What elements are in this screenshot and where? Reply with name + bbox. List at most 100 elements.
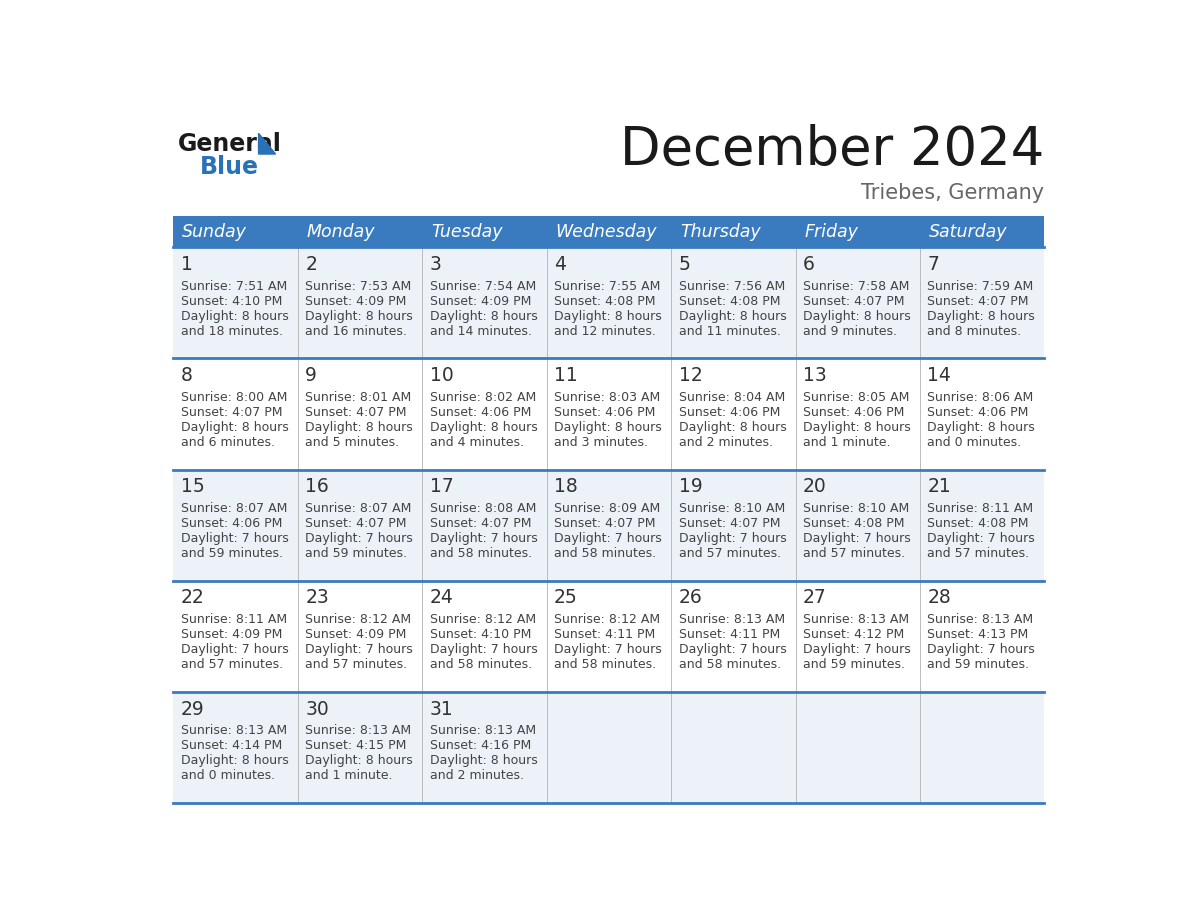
Text: Sunrise: 8:03 AM: Sunrise: 8:03 AM [554, 391, 661, 404]
Text: Daylight: 8 hours: Daylight: 8 hours [305, 309, 413, 322]
Text: 13: 13 [803, 366, 827, 386]
Text: Sunset: 4:10 PM: Sunset: 4:10 PM [430, 628, 531, 641]
Text: and 58 minutes.: and 58 minutes. [554, 547, 656, 560]
Text: Monday: Monday [307, 223, 375, 241]
Text: and 58 minutes.: and 58 minutes. [430, 547, 532, 560]
Text: 29: 29 [181, 700, 204, 719]
Text: Sunrise: 8:12 AM: Sunrise: 8:12 AM [305, 613, 411, 626]
Text: Sunrise: 8:00 AM: Sunrise: 8:00 AM [181, 391, 287, 404]
Text: and 4 minutes.: and 4 minutes. [430, 436, 524, 449]
Text: Daylight: 8 hours: Daylight: 8 hours [181, 309, 289, 322]
Text: Daylight: 8 hours: Daylight: 8 hours [181, 755, 289, 767]
Text: Sunrise: 8:13 AM: Sunrise: 8:13 AM [678, 613, 784, 626]
Bar [671, 217, 796, 247]
Text: 21: 21 [928, 477, 952, 497]
Text: Daylight: 8 hours: Daylight: 8 hours [803, 309, 911, 322]
Text: 22: 22 [181, 588, 204, 608]
Text: Sunrise: 8:10 AM: Sunrise: 8:10 AM [678, 502, 785, 515]
Text: Tuesday: Tuesday [431, 223, 503, 241]
Text: Daylight: 7 hours: Daylight: 7 hours [181, 532, 289, 545]
Text: Sunset: 4:08 PM: Sunset: 4:08 PM [554, 295, 656, 308]
Text: and 14 minutes.: and 14 minutes. [430, 325, 531, 338]
Text: and 3 minutes.: and 3 minutes. [554, 436, 649, 449]
Text: Daylight: 8 hours: Daylight: 8 hours [803, 420, 911, 434]
Text: Daylight: 8 hours: Daylight: 8 hours [181, 420, 289, 434]
Text: Sunset: 4:08 PM: Sunset: 4:08 PM [928, 517, 1029, 530]
Bar [173, 247, 1044, 358]
Text: Sunrise: 8:08 AM: Sunrise: 8:08 AM [430, 502, 536, 515]
Text: and 57 minutes.: and 57 minutes. [305, 658, 407, 671]
Text: Sunset: 4:07 PM: Sunset: 4:07 PM [305, 406, 406, 419]
Text: Sunset: 4:06 PM: Sunset: 4:06 PM [928, 406, 1029, 419]
Text: and 1 minute.: and 1 minute. [305, 769, 393, 782]
Text: Sunrise: 7:51 AM: Sunrise: 7:51 AM [181, 280, 287, 293]
Text: Sunset: 4:07 PM: Sunset: 4:07 PM [803, 295, 904, 308]
Text: Daylight: 8 hours: Daylight: 8 hours [305, 420, 413, 434]
Text: Sunrise: 8:12 AM: Sunrise: 8:12 AM [430, 613, 536, 626]
Text: Blue: Blue [200, 155, 259, 179]
Text: Daylight: 8 hours: Daylight: 8 hours [554, 309, 662, 322]
Text: and 58 minutes.: and 58 minutes. [678, 658, 781, 671]
Text: Daylight: 7 hours: Daylight: 7 hours [554, 532, 662, 545]
Text: Sunset: 4:07 PM: Sunset: 4:07 PM [181, 406, 283, 419]
Text: Sunset: 4:08 PM: Sunset: 4:08 PM [678, 295, 781, 308]
Text: and 59 minutes.: and 59 minutes. [181, 547, 283, 560]
Text: and 16 minutes.: and 16 minutes. [305, 325, 407, 338]
Bar [298, 217, 422, 247]
Text: Sunset: 4:13 PM: Sunset: 4:13 PM [928, 628, 1029, 641]
Text: Daylight: 7 hours: Daylight: 7 hours [430, 532, 537, 545]
Text: Sunset: 4:15 PM: Sunset: 4:15 PM [305, 739, 406, 753]
Text: 20: 20 [803, 477, 827, 497]
Text: Friday: Friday [804, 223, 858, 241]
Text: 25: 25 [554, 588, 577, 608]
Text: 31: 31 [430, 700, 454, 719]
Text: 17: 17 [430, 477, 454, 497]
Text: Daylight: 7 hours: Daylight: 7 hours [928, 532, 1035, 545]
Bar [173, 217, 298, 247]
Text: 23: 23 [305, 588, 329, 608]
Text: 16: 16 [305, 477, 329, 497]
Text: and 57 minutes.: and 57 minutes. [803, 547, 905, 560]
Text: Thursday: Thursday [680, 223, 760, 241]
Text: Daylight: 8 hours: Daylight: 8 hours [430, 420, 537, 434]
Text: and 58 minutes.: and 58 minutes. [554, 658, 656, 671]
Bar [546, 217, 671, 247]
Text: Sunset: 4:09 PM: Sunset: 4:09 PM [430, 295, 531, 308]
Text: Daylight: 8 hours: Daylight: 8 hours [678, 309, 786, 322]
Text: Sunset: 4:07 PM: Sunset: 4:07 PM [928, 295, 1029, 308]
Text: Sunset: 4:06 PM: Sunset: 4:06 PM [554, 406, 656, 419]
Text: Sunrise: 8:02 AM: Sunrise: 8:02 AM [430, 391, 536, 404]
Text: General: General [178, 131, 282, 156]
Text: and 57 minutes.: and 57 minutes. [928, 547, 1030, 560]
Text: Daylight: 8 hours: Daylight: 8 hours [678, 420, 786, 434]
Text: 28: 28 [928, 588, 952, 608]
Text: 18: 18 [554, 477, 577, 497]
Text: Daylight: 7 hours: Daylight: 7 hours [305, 644, 413, 656]
Text: and 57 minutes.: and 57 minutes. [678, 547, 781, 560]
Text: 8: 8 [181, 366, 192, 386]
Text: and 11 minutes.: and 11 minutes. [678, 325, 781, 338]
Text: Daylight: 8 hours: Daylight: 8 hours [554, 420, 662, 434]
Text: and 5 minutes.: and 5 minutes. [305, 436, 399, 449]
Text: Sunrise: 8:12 AM: Sunrise: 8:12 AM [554, 613, 661, 626]
Text: Sunrise: 7:55 AM: Sunrise: 7:55 AM [554, 280, 661, 293]
Text: Daylight: 7 hours: Daylight: 7 hours [678, 644, 786, 656]
Text: 10: 10 [430, 366, 454, 386]
Text: Sunrise: 8:05 AM: Sunrise: 8:05 AM [803, 391, 909, 404]
Text: Sunrise: 8:13 AM: Sunrise: 8:13 AM [430, 724, 536, 737]
Text: Sunrise: 8:10 AM: Sunrise: 8:10 AM [803, 502, 909, 515]
Text: Sunset: 4:12 PM: Sunset: 4:12 PM [803, 628, 904, 641]
Text: Sunrise: 7:58 AM: Sunrise: 7:58 AM [803, 280, 909, 293]
Text: 30: 30 [305, 700, 329, 719]
Text: 4: 4 [554, 255, 567, 274]
Text: Sunrise: 7:53 AM: Sunrise: 7:53 AM [305, 280, 411, 293]
Text: December 2024: December 2024 [620, 124, 1044, 176]
Text: Sunrise: 8:06 AM: Sunrise: 8:06 AM [928, 391, 1034, 404]
Text: Sunset: 4:14 PM: Sunset: 4:14 PM [181, 739, 282, 753]
Text: Sunrise: 8:13 AM: Sunrise: 8:13 AM [181, 724, 286, 737]
Bar [173, 581, 1044, 692]
Text: Sunrise: 7:59 AM: Sunrise: 7:59 AM [928, 280, 1034, 293]
Text: 14: 14 [928, 366, 952, 386]
Text: and 12 minutes.: and 12 minutes. [554, 325, 656, 338]
Text: 9: 9 [305, 366, 317, 386]
